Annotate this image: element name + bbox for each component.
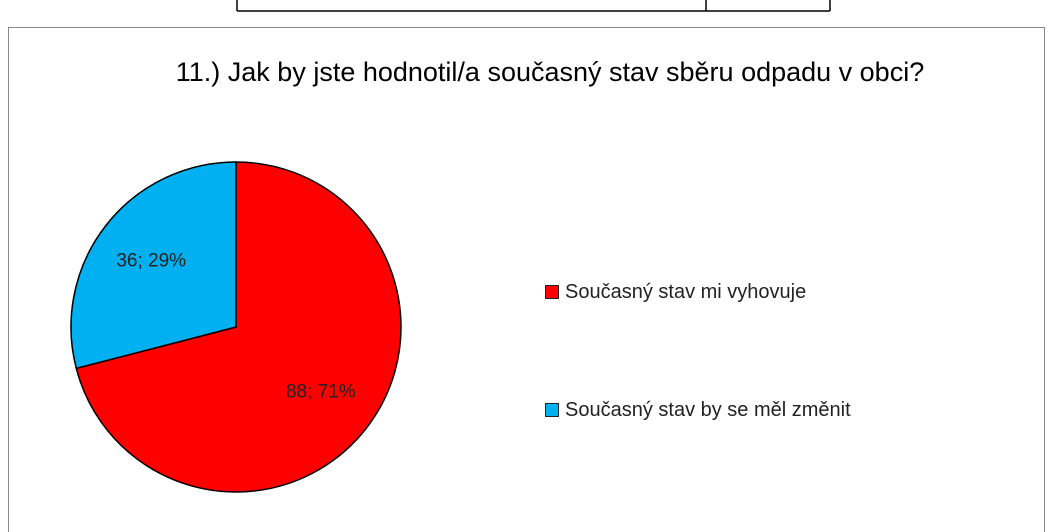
legend-label: Současný stav by se měl změnit: [565, 399, 851, 421]
data-label: 36; 29%: [116, 250, 186, 271]
pie-slice: [75, 161, 402, 493]
legend-swatch: [545, 285, 559, 299]
data-label: 88; 71%: [286, 382, 356, 403]
legend-item: Současný stav by se měl změnit: [545, 396, 855, 424]
table-fragment: [236, 0, 831, 12]
legend-label: Současný stav mi vyhovuje: [565, 281, 807, 303]
chart-title: 11.) Jak by jste hodnotil/a současný sta…: [175, 57, 925, 87]
legend-swatch: [545, 403, 559, 417]
pie-slice: [70, 161, 237, 370]
legend-item: Současný stav mi vyhovuje: [545, 278, 855, 306]
